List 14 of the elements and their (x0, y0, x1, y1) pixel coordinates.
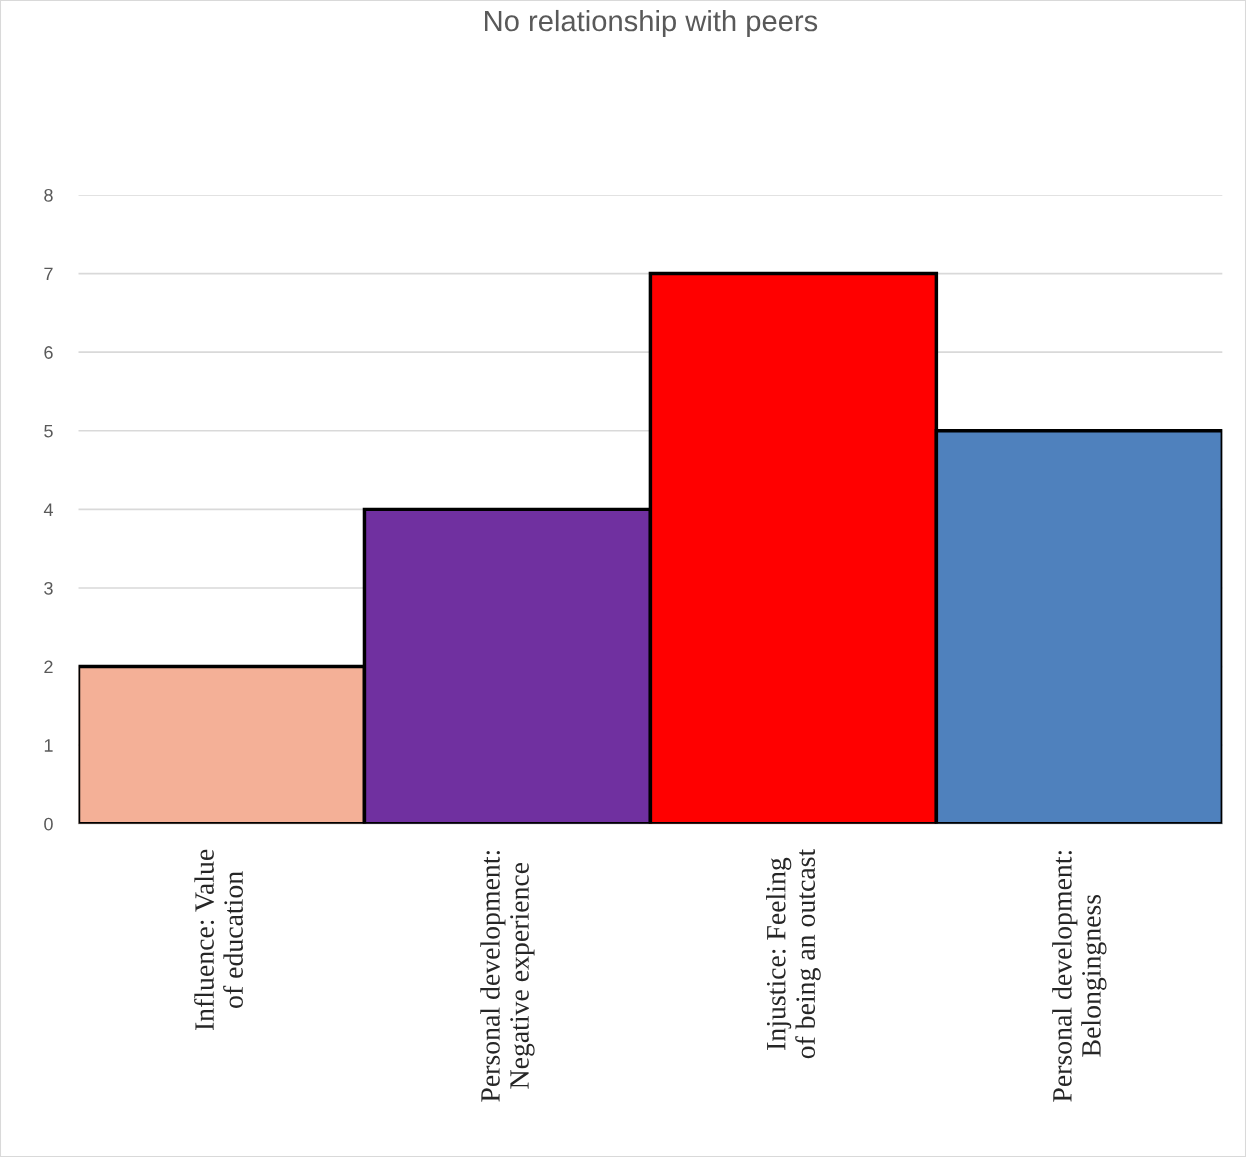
y-tick-label: 4 (43, 503, 53, 516)
x-tick-label: Personal development: Negative experience (480, 851, 535, 1102)
y-tick-label: 0 (44, 817, 53, 831)
y-tick-label: 6 (44, 346, 53, 359)
y-tick-label: 3 (44, 581, 53, 595)
x-tick-label: Personal development: Belongingness (1052, 851, 1107, 1102)
x-tick-label: Influence: Value of education (194, 849, 243, 1031)
y-tick-label: 2 (44, 660, 53, 674)
y-tick-label: 7 (44, 267, 53, 281)
chart-title: No relationship with peers (485, 9, 818, 38)
x-tick-label: Injustice: Feeling of being an outcast (766, 848, 821, 1059)
y-tick-label: 1 (44, 739, 53, 752)
y-tick-label: 8 (44, 188, 53, 202)
y-tick-label: 5 (44, 424, 53, 438)
